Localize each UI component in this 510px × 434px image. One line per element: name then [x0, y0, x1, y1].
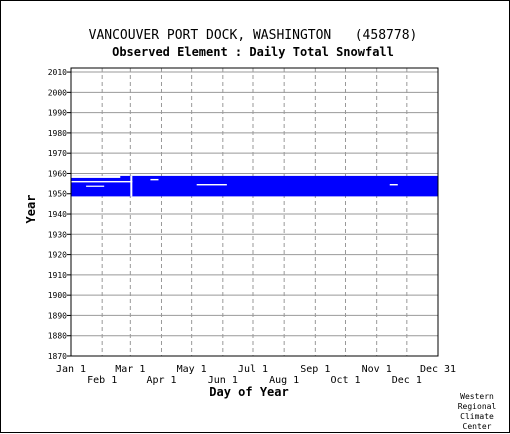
y-tick-label: 1960 [48, 169, 67, 178]
y-tick-label: 2010 [48, 68, 67, 77]
y-tick-label: 1870 [48, 352, 67, 361]
x-tick-label: Oct 1 [330, 375, 360, 386]
y-tick-label: 1910 [48, 271, 67, 280]
missing-data-gap [389, 184, 398, 186]
wrcc-credit: Western Regional Climate Center [458, 392, 497, 431]
y-tick-label: 1980 [48, 129, 67, 138]
y-tick-label: 1890 [48, 311, 67, 320]
y-tick-label: 1950 [48, 190, 67, 199]
credit-line: Western [460, 392, 494, 401]
chart-subtitle: Observed Element : Daily Total Snowfall [112, 45, 394, 59]
y-tick-label: 2000 [48, 88, 67, 97]
x-tick-label: Jan 1 [56, 364, 86, 375]
x-tick-label: Aug 1 [269, 375, 299, 386]
missing-data-gap [130, 175, 133, 197]
x-tick-label: Jul 1 [238, 364, 268, 375]
x-tick-label: Nov 1 [362, 364, 392, 375]
x-tick-label: Apr 1 [146, 375, 176, 386]
y-tick-label: 1990 [48, 109, 67, 118]
credit-line: Climate [460, 412, 494, 421]
missing-data-gap [196, 184, 227, 186]
x-tick-label: Mar 1 [115, 364, 145, 375]
missing-data-gap [71, 175, 121, 178]
plot-layer: 2010 2000 1990 1980 1970 1960 1950 1940 1930 1920… [48, 67, 456, 386]
missing-data-gap [150, 178, 159, 181]
y-axis-label: Year [24, 195, 38, 224]
y-tick-label: 1900 [48, 291, 67, 300]
x-tick-label: Feb 1 [87, 375, 117, 386]
missing-data-gap [86, 185, 105, 187]
x-tick-label: Sep 1 [300, 364, 330, 375]
credit-line: Center [463, 422, 492, 431]
credit-line: Regional [458, 402, 497, 411]
y-tick-label: 1970 [48, 149, 67, 158]
x-tick-label: Dec 1 [392, 375, 422, 386]
chart-title: VANCOUVER PORT DOCK, WASHINGTON (458778) [89, 28, 418, 43]
y-tick-label: 1920 [48, 251, 67, 260]
x-tick-label: Jun 1 [208, 375, 238, 386]
y-tick-label: 1880 [48, 332, 67, 341]
plot-border [70, 67, 439, 357]
missing-data-gap [71, 180, 133, 183]
x-tick-label: May 1 [177, 364, 207, 375]
y-tick-label: 1930 [48, 230, 67, 239]
x-axis-label: Day of Year [209, 385, 288, 399]
y-tick-label: 1940 [48, 210, 67, 219]
data-coverage-block [71, 175, 438, 197]
x-tick-label: Dec 31 [420, 364, 456, 375]
